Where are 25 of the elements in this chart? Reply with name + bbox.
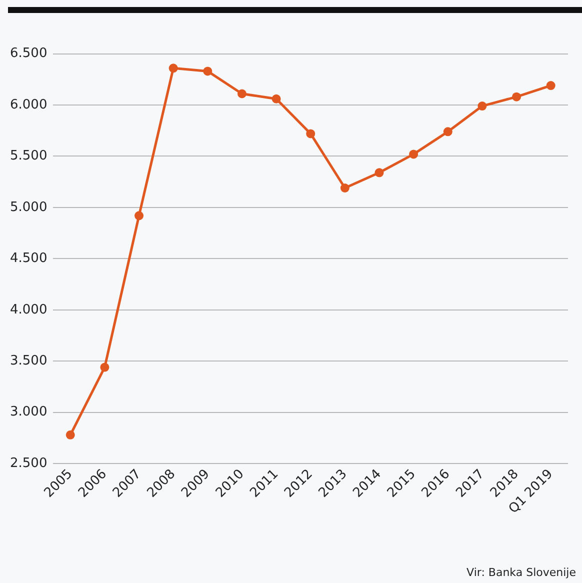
point (100, 362, 110, 372)
y-tick-label: 5.500 (10, 148, 48, 164)
point (512, 92, 522, 102)
point (203, 66, 212, 76)
y-tick-label: 3.500 (10, 354, 48, 368)
y-tick-label: 6.000 (10, 97, 48, 112)
text: Vir: Banka Slovenije (466, 566, 576, 579)
point (66, 430, 75, 440)
point (478, 102, 487, 111)
y-tick-label: 6.500 (10, 46, 48, 62)
point (443, 127, 452, 136)
point (168, 64, 178, 73)
point (374, 168, 384, 178)
y-tick-label: 4.000 (10, 302, 48, 318)
y-tick-label: 3.000 (10, 404, 48, 420)
y-tick-label: 2.500 (10, 456, 48, 471)
point (272, 94, 281, 104)
point (409, 150, 418, 159)
point (546, 81, 556, 90)
point (134, 211, 144, 220)
point (340, 184, 350, 192)
y-tick-label: 5.000 (10, 200, 48, 215)
point (237, 89, 246, 98)
point (306, 129, 316, 138)
y-tick-label: 4.500 (10, 251, 48, 266)
